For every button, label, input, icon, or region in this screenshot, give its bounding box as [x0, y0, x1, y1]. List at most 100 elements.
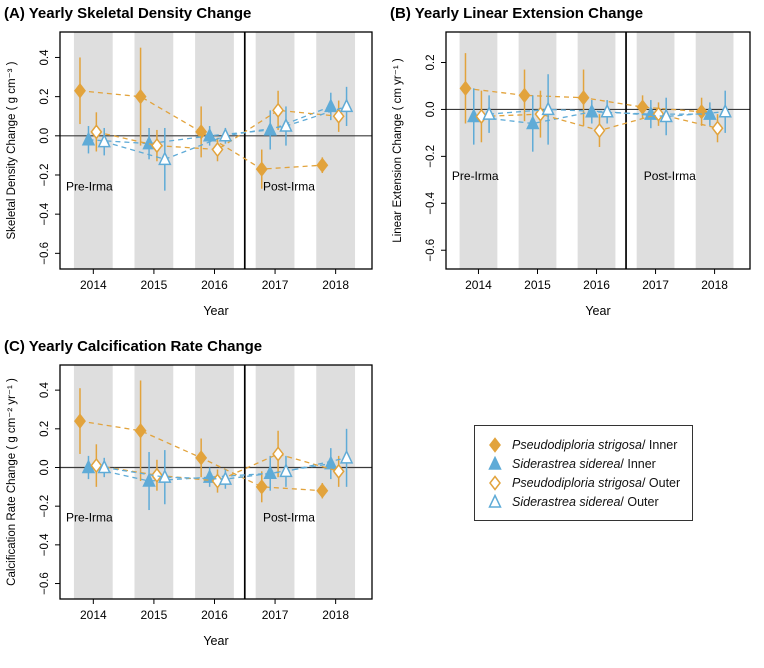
filled-diamond-icon	[484, 436, 506, 453]
x-axis-label: Year	[203, 304, 228, 318]
legend-item-ssiderea-inner: Siderastrea siderea/ Inner	[484, 454, 680, 473]
y-tick-label: −0.4	[39, 533, 51, 556]
data-point-diamond	[134, 88, 147, 105]
data-point-diamond	[74, 413, 86, 429]
data-point-diamond	[711, 120, 724, 136]
legend-item-pstrigosa-outer: Pseudodiploria strigosa/ Outer	[484, 473, 680, 492]
panel-skeletal-density: 2014 2015 2016 2017 2018 −0.6 −0.4 −0.2 0.0 0.2 0.…	[0, 0, 386, 333]
y-tick-label: −0.6	[39, 572, 51, 595]
data-point-diamond	[195, 450, 208, 466]
series-trend-line	[96, 453, 339, 482]
legend-item-pstrigosa-inner: Pseudodiploria strigosa/ Inner	[484, 435, 680, 454]
open-diamond-icon	[484, 474, 506, 491]
data-point-diamond	[150, 467, 163, 483]
x-tick-label: 2018	[701, 278, 728, 292]
data-point-diamond	[74, 83, 86, 99]
legend-cell: Pseudodiploria strigosa/ Inner Siderastr…	[386, 333, 764, 663]
data-point-triangle	[218, 470, 233, 485]
chart-linear-extension-change: 2014 2015 2016 2017 2018 −0.6 −0.4 −0.2 0.0 0.2 Ye…	[390, 5, 751, 318]
y-tick-label: 0.2	[39, 89, 51, 105]
data-point-triangle	[279, 463, 293, 478]
plot-border	[59, 364, 373, 600]
species-name: Siderastrea siderea	[512, 456, 621, 471]
data-point-diamond	[489, 474, 501, 491]
y-tick-label: −0.6	[425, 239, 437, 262]
data-point-triangle	[81, 459, 96, 474]
y-tick-label: 0.4	[39, 49, 51, 66]
data-point-diamond	[695, 104, 708, 120]
data-point-triangle	[97, 459, 111, 474]
data-point-triangle	[488, 455, 502, 470]
y-tick-label: 0.2	[39, 421, 51, 437]
data-point-diamond	[518, 87, 531, 104]
data-point-diamond	[316, 482, 329, 499]
y-tick-label: −0.4	[39, 202, 51, 225]
data-point-diamond	[593, 122, 606, 139]
x-axis-label: Year	[585, 304, 610, 318]
period-annotation: Pre-Irma	[452, 169, 499, 183]
data-point-triangle	[526, 115, 540, 130]
year-band	[518, 32, 557, 269]
legend-label: Pseudodiploria strigosa/ Inner	[512, 438, 677, 452]
x-tick-label: 2015	[141, 278, 168, 292]
x-tick-label: 2017	[642, 278, 669, 292]
site-group: / Outer	[641, 475, 681, 490]
year-band	[316, 32, 356, 269]
data-point-diamond	[255, 161, 268, 177]
data-point-diamond	[636, 99, 649, 115]
data-point-triangle	[482, 105, 496, 120]
data-point-triangle	[263, 465, 277, 480]
data-point-diamond	[272, 102, 285, 119]
data-point-triangle	[158, 468, 172, 483]
x-tick-label: 2018	[322, 278, 349, 292]
x-tick-label: 2014	[465, 278, 492, 292]
x-tick-label: 2015	[524, 278, 551, 292]
panel-calcification-rate: 2014 2015 2016 2017 2018 −0.6 −0.4 −0.2 0.0 0.2 0.…	[0, 333, 386, 663]
period-annotation: Post-Irma	[263, 180, 315, 194]
data-point-triangle	[279, 117, 293, 132]
filled-triangle-icon	[484, 455, 506, 472]
data-point-diamond	[150, 137, 163, 154]
plot-border	[59, 31, 373, 270]
x-tick-label: 2016	[583, 278, 610, 292]
chart-skeletal-density-change: 2014 2015 2016 2017 2018 −0.6 −0.4 −0.2 0.0 0.2 0.…	[4, 5, 373, 318]
period-annotation: Post-Irma	[644, 169, 696, 183]
x-tick-label: 2017	[262, 278, 289, 292]
data-point-diamond	[195, 124, 208, 140]
x-tick-label: 2018	[322, 608, 349, 622]
data-point-diamond	[90, 457, 103, 474]
y-tick-label: −0.2	[39, 164, 51, 187]
y-tick-label: 0.0	[39, 459, 51, 475]
panel-title: (C) Yearly Calcification Rate Change	[4, 338, 262, 355]
period-annotation: Pre-Irma	[66, 180, 113, 194]
data-point-diamond	[272, 446, 285, 462]
data-point-triangle	[600, 103, 614, 118]
y-tick-label: −0.2	[425, 145, 437, 168]
x-tick-label: 2016	[201, 608, 228, 622]
data-point-diamond	[134, 423, 147, 439]
species-name: Siderastrea siderea	[512, 494, 621, 509]
chart-calcification-rate-change: 2014 2015 2016 2017 2018 −0.6 −0.4 −0.2 0.0 0.2 0.…	[4, 338, 373, 648]
year-band	[636, 32, 675, 269]
data-point-triangle	[488, 493, 502, 508]
data-point-triangle	[659, 108, 673, 123]
x-tick-label: 2014	[80, 608, 107, 622]
data-point-diamond	[255, 479, 268, 495]
data-point-triangle	[142, 472, 156, 487]
data-point-diamond	[316, 157, 329, 173]
y-tick-label: 0.0	[39, 128, 51, 144]
data-point-diamond	[211, 141, 224, 158]
data-point-triangle	[339, 449, 354, 464]
y-tick-label: −0.4	[425, 191, 437, 214]
x-axis-label: Year	[203, 634, 228, 648]
species-name: Pseudodiploria strigosa	[512, 437, 642, 452]
year-band	[577, 32, 616, 269]
panel-title: (A) Yearly Skeletal Density Change	[4, 5, 251, 22]
site-group: / Inner	[620, 456, 656, 471]
site-group: / Outer	[620, 494, 659, 509]
period-annotation: Post-Irma	[263, 511, 315, 525]
data-point-triangle	[202, 127, 217, 142]
data-point-triangle	[158, 151, 172, 166]
legend-box: Pseudodiploria strigosa/ Inner Siderastr…	[474, 425, 694, 521]
